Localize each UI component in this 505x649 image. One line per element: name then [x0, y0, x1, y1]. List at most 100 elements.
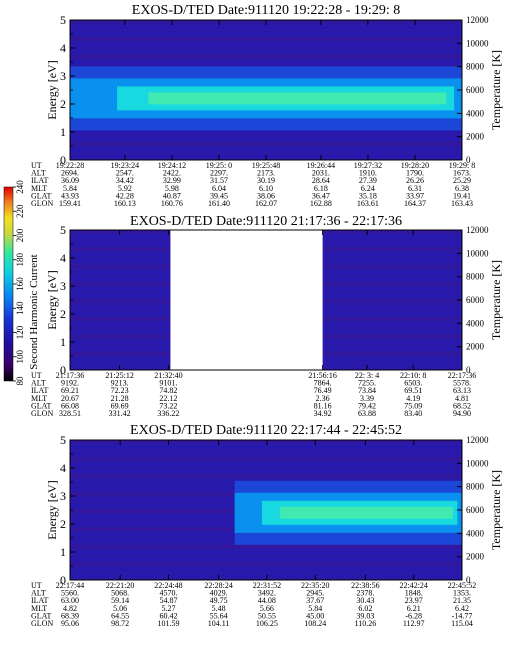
- ephemeris-row-label: UT: [31, 371, 42, 380]
- ephemeris-cell: 27.39: [359, 176, 377, 185]
- ephemeris-cell: 36.09: [61, 176, 79, 185]
- heatmap-texture-row: [70, 148, 462, 152]
- ephemeris-cell: 73.84: [358, 386, 376, 395]
- ephemeris-cell: 33.97: [406, 191, 424, 200]
- heatmap-texture-row: [70, 568, 462, 572]
- y2-axis-label: Temperature [K]: [489, 470, 503, 550]
- ephemeris-cell: 162.88: [310, 199, 332, 208]
- ephemeris-cell: 160.76: [161, 199, 183, 208]
- ephemeris-cell: 59.14: [111, 596, 129, 605]
- ephemeris-cell: 73.22: [159, 401, 177, 410]
- heatmap-texture-row: [70, 562, 462, 566]
- ephemeris-cell: 108.24: [304, 619, 326, 628]
- ephemeris-cell: 26.26: [406, 176, 424, 185]
- colorbar-tick-label: 100: [15, 350, 25, 364]
- ephemeris-cell: 6.42: [455, 604, 469, 613]
- y2-tick-label: 8000: [466, 482, 485, 492]
- y-tick-label: 4: [60, 251, 66, 265]
- heatmap-texture-row: [70, 31, 462, 35]
- heatmap-texture-row: [70, 469, 462, 473]
- heatmap-texture-row: [70, 130, 462, 134]
- ephemeris-cell: 60.42: [159, 611, 177, 620]
- ephemeris-cell: 95.06: [61, 619, 79, 628]
- y2-tick-label: 2000: [466, 552, 485, 562]
- y2-axis-label: Temperature [K]: [489, 260, 503, 340]
- heatmap-texture-row: [70, 445, 462, 449]
- ephemeris-row-label: ALT: [31, 589, 46, 598]
- panel-title: EXOS-D/TED Date:911120 21:17:36 - 22:17:…: [130, 214, 402, 229]
- ephemeris-cell: 22:42:24: [399, 581, 427, 590]
- ephemeris-cell: 28.64: [312, 176, 330, 185]
- ephemeris-row-label: GLAT: [31, 191, 52, 200]
- ephemeris-cell: 1353.: [453, 589, 471, 598]
- colorbar-tick-label: 180: [15, 253, 25, 267]
- ephemeris-cell: 6.02: [358, 604, 372, 613]
- ephemeris-cell: 19:25:48: [252, 161, 280, 170]
- ephemeris-cell: 22:17:36: [448, 371, 476, 380]
- ephemeris-cell: 25.29: [453, 176, 471, 185]
- y-tick-label: 3: [60, 279, 66, 293]
- ephemeris-cell: 2173.: [257, 169, 275, 178]
- ephemeris-cell: 21:32:40: [154, 371, 182, 380]
- y-tick-label: 0: [60, 363, 66, 377]
- ephemeris-cell: 34.92: [314, 409, 332, 418]
- ephemeris-cell: 83.40: [404, 409, 422, 418]
- colorbar-tick-label: 240: [15, 180, 25, 194]
- panel-1: EXOS-D/TED Date:911120 19:22:28 - 19:29:…: [31, 3, 503, 208]
- ephemeris-cell: 3.39: [360, 394, 374, 403]
- ephemeris-cell: -14.77: [452, 611, 473, 620]
- panel-title: EXOS-D/TED Date:911120 19:22:28 - 19:29:…: [132, 3, 400, 18]
- colorbar-ticks: 80 100 120 140 160 180 200 220 240: [13, 180, 25, 386]
- ephemeris-row-label: GLON: [31, 199, 53, 208]
- ephemeris-cell: 68.39: [61, 611, 79, 620]
- y-axis-label: Energy [eV]: [45, 480, 59, 539]
- ephemeris-cell: 1848.: [405, 589, 423, 598]
- y-tick-label: 4: [60, 41, 66, 55]
- ephemeris-cell: 21:25:12: [105, 371, 133, 380]
- ephemeris-row-label: ALT: [31, 169, 46, 178]
- y-tick-label: 2: [60, 97, 66, 111]
- heatmap-texture-row: [70, 440, 462, 443]
- ephemeris-cell: 74.82: [159, 386, 177, 395]
- ephemeris-cell: 159.41: [59, 199, 81, 208]
- data-gap: [170, 230, 323, 370]
- ephemeris-cell: 4.19: [406, 394, 420, 403]
- ephemeris-cell: 2297.: [210, 169, 228, 178]
- ephemeris-cell: 64.55: [111, 611, 129, 620]
- heatmap-texture-row: [70, 574, 462, 578]
- ephemeris-cell: 106.25: [256, 619, 278, 628]
- y-tick-label: 3: [60, 69, 66, 83]
- ephemeris-cell: 162.07: [255, 199, 277, 208]
- colorbar-label: Second Harmonic Current: [28, 254, 40, 369]
- ephemeris-cell: 9192.: [61, 379, 79, 388]
- ephemeris-cell: 5.84: [63, 184, 77, 193]
- panel-title: EXOS-D/TED Date:911120 22:17:44 - 22:45:…: [130, 423, 402, 438]
- ephemeris-cell: 163.43: [451, 199, 473, 208]
- ephemeris-cell: 22:21:20: [106, 581, 134, 590]
- ephemeris-cell: 5.84: [308, 604, 322, 613]
- ephemeris-cell: 4570.: [159, 589, 177, 598]
- ephemeris-cell: 54.87: [159, 596, 177, 605]
- ephemeris-row-label: GLAT: [31, 611, 52, 620]
- y2-tick-label: 6000: [466, 85, 485, 95]
- ephemeris-cell: 164.37: [404, 199, 426, 208]
- ephemeris-cell: 21.28: [111, 394, 129, 403]
- colorbar-tick-label: 160: [15, 277, 25, 291]
- heatmap-texture-row: [70, 545, 462, 548]
- ephemeris-cell: 35.18: [359, 191, 377, 200]
- ephemeris-cell: 2694.: [61, 169, 79, 178]
- ephemeris-cell: 328.51: [59, 409, 81, 418]
- ephemeris-cell: 66.08: [61, 401, 79, 410]
- ephemeris-cell: 69.21: [61, 386, 79, 395]
- ephemeris-row-label: MLT: [31, 394, 47, 403]
- ephemeris-cell: 45.00: [306, 611, 324, 620]
- y2-tick-label: 0: [466, 365, 471, 375]
- ephemeris-cell: 43.93: [61, 191, 79, 200]
- plot-area: 0 1 2 3 4 5 0 2000 4000 6000 8000 10000 12000: [60, 13, 489, 167]
- heatmap-texture-row: [70, 463, 462, 467]
- ephemeris-cell: 30.43: [356, 596, 374, 605]
- ephemeris-cell: 4.81: [455, 394, 469, 403]
- y2-axis-label: Temperature [K]: [489, 50, 503, 130]
- ephemeris-cell: 75.09: [404, 401, 422, 410]
- y-tick-label: 1: [60, 125, 66, 139]
